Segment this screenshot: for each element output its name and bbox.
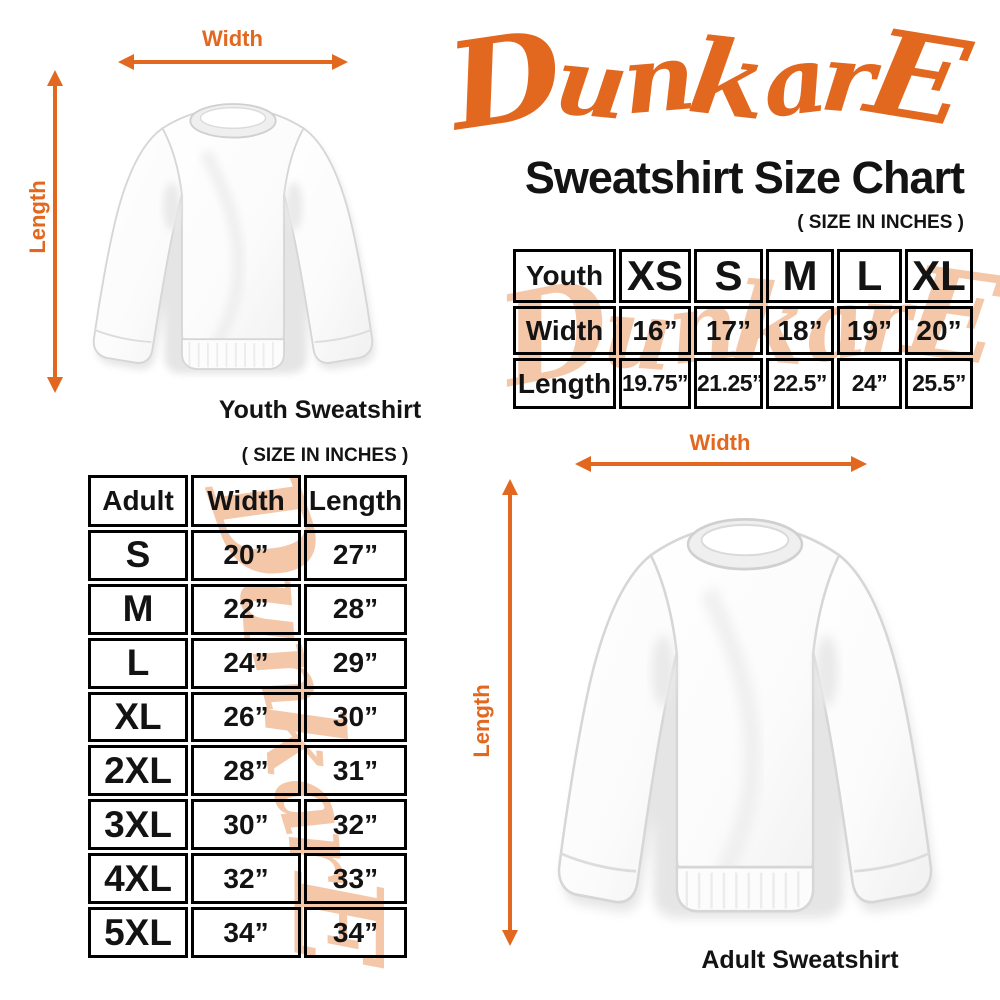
size-cell: 3XL — [88, 799, 188, 851]
table-cell: 34” — [304, 907, 407, 958]
table-cell: 20” — [905, 306, 973, 355]
table-cell: 30” — [304, 691, 407, 743]
table-cell: 20” — [191, 529, 301, 581]
size-cell: L — [88, 637, 188, 689]
youth-size-header-l: L — [837, 249, 902, 303]
table-row: L 24” 29” — [88, 637, 407, 689]
table-row: M 22” 28” — [88, 583, 407, 635]
youth-size-header-xs: XS — [619, 249, 691, 303]
size-cell: XL — [88, 691, 188, 743]
row-label: Length — [513, 358, 616, 409]
table-cell: 29” — [304, 637, 407, 689]
table-row: 4XL 32” 33” — [88, 853, 407, 905]
youth-width-row: Width 16” 17” 18” 19” 20” — [513, 306, 973, 355]
table-cell: 34” — [191, 907, 301, 958]
youth-size-header-xl: XL — [905, 249, 973, 303]
adult-sweatshirt-image — [522, 478, 968, 954]
youth-table-corner: Youth — [513, 249, 616, 303]
table-row: XL 26” 30” — [88, 691, 407, 743]
size-units-note: ( SIZE IN INCHES ) — [241, 445, 409, 466]
size-cell: M — [88, 583, 188, 635]
table-cell: 24” — [191, 637, 301, 689]
page-title: Sweatshirt Size Chart — [524, 152, 965, 203]
table-cell: 32” — [191, 853, 301, 905]
adult-width-label: Width — [689, 430, 751, 455]
youth-size-table: Youth XS S M L XL Width 16” 17” 18” 19” … — [510, 246, 976, 412]
adult-header-size: Adult — [88, 475, 188, 527]
youth-length-row: Length 19.75” 21.25” 22.5” 24” 25.5” — [513, 358, 973, 409]
table-cell: 30” — [191, 799, 301, 851]
table-cell: 17” — [694, 306, 763, 355]
adult-length-arrow-icon — [508, 494, 512, 931]
adult-header-length: Length — [304, 475, 407, 527]
youth-width-arrow-icon — [133, 60, 333, 64]
table-cell: 24” — [837, 358, 902, 409]
size-units-note: ( SIZE IN INCHES ) — [797, 212, 964, 233]
table-cell: 25.5” — [905, 358, 973, 409]
table-cell: 22.5” — [766, 358, 834, 409]
size-cell: 5XL — [88, 907, 188, 958]
youth-sweatshirt-image — [66, 76, 400, 398]
size-cell: 4XL — [88, 853, 188, 905]
youth-size-header-s: S — [694, 249, 763, 303]
table-cell: 26” — [191, 691, 301, 743]
adult-size-table: Adult Width Length S 20” 27” M 22” 28” L… — [85, 472, 410, 961]
table-cell: 32” — [304, 799, 407, 851]
table-cell: 19.75” — [619, 358, 691, 409]
table-row: 3XL 30” 32” — [88, 799, 407, 851]
table-cell: 27” — [304, 529, 407, 581]
youth-length-label: Length — [25, 180, 50, 254]
adult-header-width: Width — [191, 475, 301, 527]
adult-length-label: Length — [469, 684, 494, 758]
youth-width-label: Width — [202, 26, 263, 51]
table-cell: 28” — [304, 583, 407, 635]
table-cell: 22” — [191, 583, 301, 635]
youth-size-header-m: M — [766, 249, 834, 303]
table-row: 2XL 28” 31” — [88, 745, 407, 797]
size-cell: 2XL — [88, 745, 188, 797]
table-cell: 31” — [304, 745, 407, 797]
table-cell: 21.25” — [694, 358, 763, 409]
table-row: 5XL 34” 34” — [88, 907, 407, 958]
adult-caption: Adult Sweatshirt — [701, 946, 899, 974]
adult-width-arrow-icon — [590, 462, 852, 466]
youth-caption: Youth Sweatshirt — [218, 396, 422, 424]
size-cell: S — [88, 529, 188, 581]
table-cell: 16” — [619, 306, 691, 355]
youth-length-arrow-icon — [53, 85, 57, 378]
table-cell: 18” — [766, 306, 834, 355]
table-cell: 19” — [837, 306, 902, 355]
row-label: Width — [513, 306, 616, 355]
table-cell: 28” — [191, 745, 301, 797]
table-row: S 20” 27” — [88, 529, 407, 581]
table-cell: 33” — [304, 853, 407, 905]
